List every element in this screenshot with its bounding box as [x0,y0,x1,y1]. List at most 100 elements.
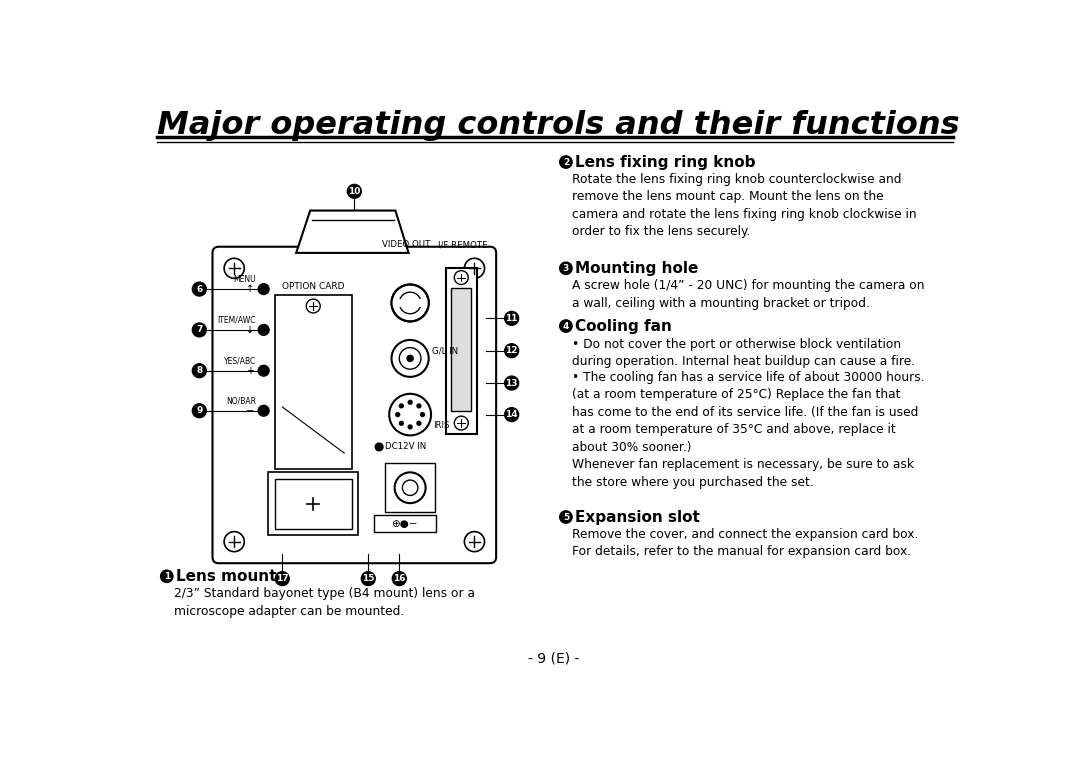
Text: 12: 12 [505,347,518,355]
Text: Rotate the lens fixing ring knob counterclockwise and
remove the lens mount cap.: Rotate the lens fixing ring knob counter… [572,173,917,239]
Circle shape [392,340,429,377]
Bar [446,268,476,434]
Circle shape [455,271,469,284]
Text: ITEM/AWC: ITEM/AWC [217,315,256,325]
Circle shape [192,282,206,296]
Text: Cooling fan: Cooling fan [576,318,672,334]
Circle shape [559,320,572,332]
Circle shape [225,258,244,278]
Text: Lens fixing ring knob: Lens fixing ring knob [576,154,756,169]
Text: Major operating controls and their functions: Major operating controls and their funct… [157,110,959,141]
Circle shape [417,421,421,426]
Polygon shape [296,211,408,253]
Text: 5: 5 [563,512,569,521]
Text: - 9 (E) -: - 9 (E) - [528,651,579,666]
Circle shape [504,344,518,358]
Bar [374,515,435,533]
Circle shape [392,572,406,585]
Text: 10: 10 [348,187,361,196]
Text: 17: 17 [275,574,288,583]
Text: 16: 16 [393,574,405,583]
Text: • Do not cover the port or otherwise block ventilation
during operation. Interna: • Do not cover the port or otherwise blo… [572,337,915,368]
Circle shape [408,425,413,429]
Circle shape [420,413,424,416]
Circle shape [258,325,269,335]
Circle shape [417,404,421,408]
Circle shape [307,299,321,313]
Circle shape [407,356,414,362]
Text: 15: 15 [362,574,375,583]
Bar [451,287,471,410]
Text: 14: 14 [505,410,518,419]
Circle shape [392,284,429,321]
Circle shape [258,283,269,294]
Circle shape [362,572,375,585]
Circle shape [258,366,269,376]
Circle shape [348,185,362,198]
Text: 13: 13 [505,378,518,388]
Text: G/L IN: G/L IN [432,347,458,355]
Circle shape [400,421,403,426]
Circle shape [258,405,269,416]
Circle shape [394,473,426,503]
Bar [274,295,352,468]
Text: VIDEO OUT: VIDEO OUT [382,240,431,249]
Text: 4: 4 [563,321,569,331]
Text: Expansion slot: Expansion slot [576,509,700,524]
Circle shape [161,570,173,582]
Circle shape [455,416,469,430]
Text: ↑: ↑ [246,284,255,294]
Circle shape [400,292,421,314]
Bar [274,479,352,529]
Circle shape [464,258,485,278]
Text: 3: 3 [563,264,569,273]
Text: MENU: MENU [233,274,256,283]
Text: 2: 2 [563,157,569,166]
Circle shape [559,156,572,168]
Bar [392,299,429,307]
Text: NO/BAR: NO/BAR [226,396,256,405]
Circle shape [504,407,518,422]
Text: 1: 1 [164,572,170,581]
Text: A screw hole (1/4” - 20 UNC) for mounting the camera on
a wall, ceiling with a m: A screw hole (1/4” - 20 UNC) for mountin… [572,279,924,309]
Text: OPTION CARD: OPTION CARD [282,283,345,291]
Text: ⊕●−: ⊕●− [391,519,418,529]
Circle shape [400,347,421,369]
Circle shape [559,262,572,274]
FancyBboxPatch shape [213,247,496,563]
Text: DC12V IN: DC12V IN [386,442,427,451]
Circle shape [192,323,206,337]
Text: 9: 9 [197,407,203,415]
Text: 8: 8 [197,366,202,375]
Text: Mounting hole: Mounting hole [576,261,699,276]
Circle shape [464,532,485,552]
Circle shape [275,572,289,585]
Circle shape [559,511,572,523]
Circle shape [400,404,403,408]
Text: 2/3” Standard bayonet type (B4 mount) lens or a
microscope adapter can be mounte: 2/3” Standard bayonet type (B4 mount) le… [174,587,475,618]
Text: 11: 11 [505,314,518,323]
Text: ↓: ↓ [246,325,255,335]
Circle shape [504,376,518,390]
Text: I/F REMOTE: I/F REMOTE [438,240,488,249]
Bar [268,473,359,536]
Text: • The cooling fan has a service life of about 30000 hours.
(at a room temperatur: • The cooling fan has a service life of … [572,371,924,489]
Text: IRIS: IRIS [433,421,450,430]
Text: Lens mount: Lens mount [176,568,276,584]
Circle shape [395,413,400,416]
Text: 7: 7 [197,325,203,334]
Text: +: + [246,366,255,375]
Text: −: − [246,406,255,416]
Circle shape [192,364,206,378]
Circle shape [403,480,418,496]
Circle shape [192,404,206,418]
Circle shape [408,401,413,404]
Text: YES/ABC: YES/ABC [224,356,256,366]
Circle shape [375,443,383,451]
Circle shape [407,300,414,306]
Text: Remove the cover, and connect the expansion card box.
For details, refer to the : Remove the cover, and connect the expans… [572,527,918,559]
Circle shape [504,312,518,325]
Bar [386,463,435,512]
Circle shape [225,532,244,552]
Circle shape [389,394,431,435]
